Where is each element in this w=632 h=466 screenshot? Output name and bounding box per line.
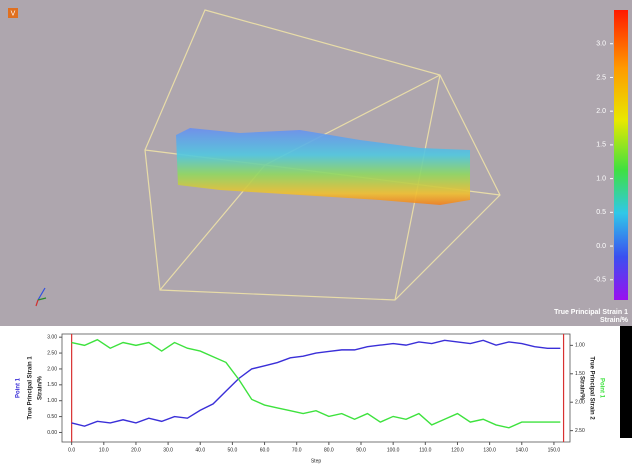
axis-label: Point 1: [598, 378, 604, 399]
panel-edge: [620, 326, 632, 438]
y2-tick-label: 2.50: [575, 428, 585, 434]
app: V True Principal Strain 1 Strain/% 3.0 2.…: [0, 0, 632, 466]
colorbar-tick-label: 2.5: [596, 74, 606, 81]
colorbar-tick-label: 0.0: [596, 243, 606, 250]
page: V True Principal Strain 1 Strain/% 3.0 2.…: [0, 0, 632, 466]
y-tick-label: 2.50: [47, 350, 57, 356]
axis-label: True Principal Strain 2: [588, 356, 594, 420]
y2-tick-label: 2.00: [575, 400, 585, 406]
x-tick-label: 130.0: [483, 447, 496, 453]
colorbar-tick-label: 1.0: [596, 175, 606, 182]
y-tick-label: 1.50: [47, 382, 57, 388]
colorbar-tick-label: 3.0: [596, 41, 606, 48]
x-tick-label: 150.0: [548, 447, 561, 453]
x-tick-label: 110.0: [419, 447, 431, 453]
y-tick-label: 3.00: [47, 335, 57, 341]
x-axis-label: Step: [311, 458, 322, 464]
x-tick-label: 80.0: [324, 447, 334, 453]
x-tick-label: 20.0: [131, 447, 141, 453]
x-tick-label: 90.0: [356, 447, 366, 453]
x-tick-label: 50.0: [228, 447, 238, 453]
x-tick-label: 100.0: [387, 447, 400, 453]
x-tick-label: 0.0: [68, 447, 75, 453]
colorbar-tick-label: 1.5: [596, 142, 606, 149]
axis-label: Strain/%: [578, 376, 584, 401]
axis-label: Strain/%: [38, 375, 44, 400]
axis-label: True Principal Strain 1: [28, 356, 34, 420]
y-tick-label: 2.00: [47, 366, 57, 372]
colorbar-tick-label: 0.5: [596, 209, 606, 216]
colorbar-ramp: [614, 10, 628, 300]
colorbar-title: True Principal Strain 1: [554, 309, 628, 316]
x-tick-label: 120.0: [451, 447, 464, 453]
view-badge: V: [11, 10, 16, 17]
colorbar-tick-label: -0.5: [594, 277, 606, 284]
x-tick-label: 40.0: [195, 447, 205, 453]
y-tick-label: 0.00: [47, 430, 57, 436]
x-tick-label: 10.0: [99, 447, 109, 453]
x-tick-label: 60.0: [260, 447, 270, 453]
y-tick-label: 0.50: [47, 414, 57, 420]
x-tick-label: 70.0: [292, 447, 302, 453]
y-tick-label: 1.00: [47, 398, 57, 404]
axis-label: Point 1: [16, 377, 22, 398]
y2-tick-label: 1.00: [575, 343, 585, 349]
x-tick-label: 30.0: [163, 447, 173, 453]
colorbar-unit: Strain/%: [600, 317, 629, 324]
x-tick-label: 140.0: [516, 447, 529, 453]
colorbar-tick-label: 2.0: [596, 108, 606, 115]
